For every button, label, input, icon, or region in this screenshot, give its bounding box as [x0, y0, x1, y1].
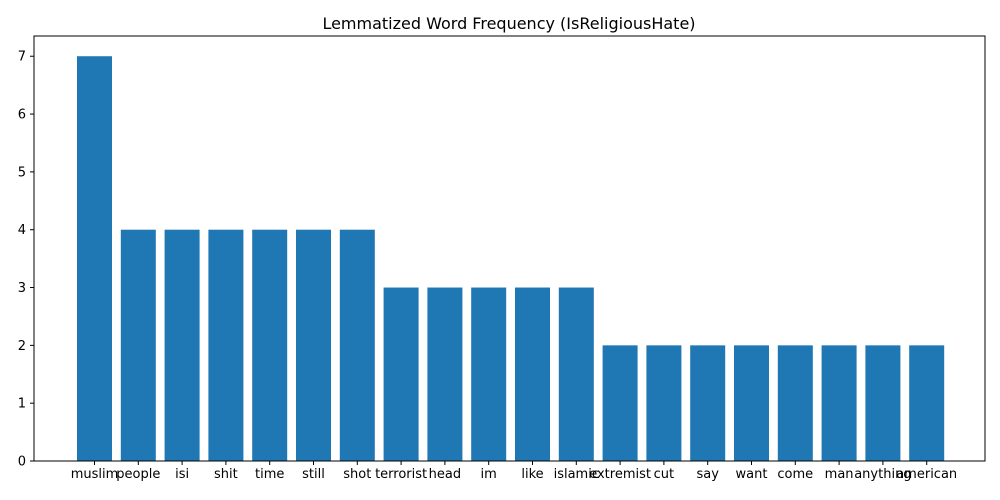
- x-tick-label-isi: isi: [175, 467, 189, 482]
- bar-come: [777, 345, 813, 461]
- y-tick-label-3: 3: [18, 281, 26, 296]
- bar-head: [427, 287, 463, 461]
- y-tick-label-2: 2: [18, 339, 26, 354]
- x-tick-label-head: head: [429, 467, 461, 482]
- plot-frame: [33, 35, 986, 462]
- bar-want: [734, 345, 769, 461]
- x-tick-label-man: man: [825, 467, 854, 482]
- bar-muslim: [77, 56, 112, 461]
- bars-group: [77, 56, 945, 461]
- bar-say: [690, 345, 726, 461]
- bar-time: [252, 229, 288, 461]
- bar-still: [296, 229, 331, 461]
- y-tick-label-0: 0: [18, 455, 26, 470]
- y-tick-label-5: 5: [18, 165, 26, 180]
- y-tick-label-4: 4: [18, 223, 26, 238]
- bar-terrorist: [383, 287, 419, 461]
- x-tick-label-terrorist: terrorist: [375, 467, 427, 482]
- x-tick-label-muslim: muslim: [71, 467, 119, 482]
- bar-people: [120, 229, 156, 461]
- x-tick-label-shot: shot: [343, 467, 371, 482]
- x-tick-label-come: come: [777, 467, 813, 482]
- y-tick-label-6: 6: [18, 108, 26, 123]
- bar-islamic: [558, 287, 594, 461]
- bar-american: [909, 345, 945, 461]
- bar-im: [471, 287, 507, 461]
- bar-anything: [865, 345, 901, 461]
- y-tick-label-1: 1: [18, 397, 26, 412]
- bar-extremist: [602, 345, 638, 461]
- bar-like: [515, 287, 550, 461]
- x-tick-label-like: like: [521, 467, 543, 482]
- x-tick-label-still: still: [302, 467, 325, 482]
- x-tick-label-im: im: [481, 467, 497, 482]
- x-tick-label-islamic: islamic: [554, 467, 599, 482]
- bar-man: [821, 345, 857, 461]
- x-tick-label-people: people: [116, 467, 160, 482]
- x-tick-label-extremist: extremist: [589, 467, 651, 482]
- chart-title: Lemmatized Word Frequency (IsReligiousHa…: [322, 14, 695, 33]
- bar-cut: [646, 345, 682, 461]
- x-tick-label-want: want: [736, 467, 768, 482]
- bar-shit: [208, 229, 244, 461]
- bar-isi: [164, 229, 200, 461]
- bar-shot: [339, 229, 375, 461]
- x-tick-label-cut: cut: [654, 467, 674, 482]
- x-tick-label-time: time: [255, 467, 284, 482]
- x-tick-label-american: american: [896, 467, 957, 482]
- x-tick-label-anything: anything: [854, 467, 911, 482]
- y-axis: 0 1 2 3 4 5 6 7: [18, 50, 34, 470]
- x-tick-label-say: say: [696, 467, 719, 482]
- y-tick-label-7: 7: [18, 50, 26, 65]
- x-tick-label-shit: shit: [214, 467, 238, 482]
